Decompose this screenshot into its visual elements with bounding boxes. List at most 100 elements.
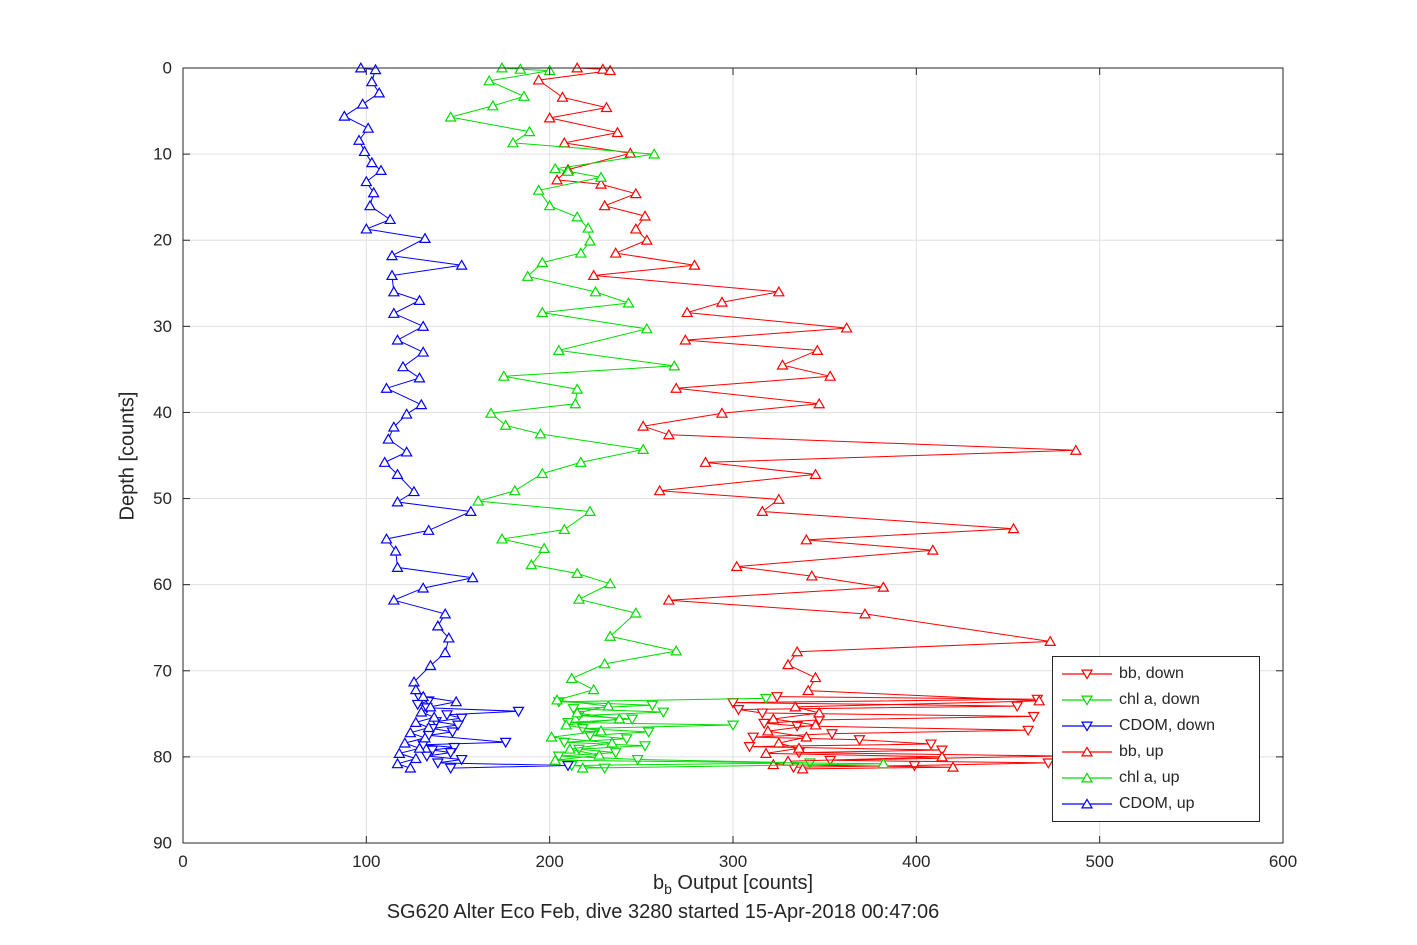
- triangle-down-marker: [756, 708, 769, 719]
- triangle-up-marker: [858, 607, 872, 619]
- triangle-up-marker: [604, 577, 617, 589]
- triangle-up-marker: [413, 371, 426, 383]
- triangle-up-marker: [715, 296, 729, 307]
- triangle-up-marker: [356, 98, 369, 109]
- triangle-up-marker: [813, 397, 826, 409]
- triangle-down-marker: [583, 730, 597, 742]
- triangle-down-marker: [576, 723, 589, 735]
- triangle-up-marker: [358, 145, 371, 157]
- x-tick-label: 600: [1269, 852, 1297, 871]
- triangle-up-marker: [772, 285, 785, 297]
- triangle-up-marker: [809, 671, 822, 683]
- triangle-down-marker: [638, 741, 652, 752]
- triangle-up-marker: [483, 74, 496, 86]
- x-tick-label: 100: [352, 852, 380, 871]
- triangle-up-marker: [367, 186, 380, 198]
- triangle-up-marker: [679, 334, 692, 345]
- triangle-up-marker: [605, 737, 619, 748]
- triangle-down-marker: [908, 761, 921, 772]
- triangle-up-marker: [877, 581, 890, 592]
- triangle-up-marker: [484, 407, 498, 418]
- triangle-up-marker: [536, 467, 549, 479]
- triangle-up-marker: [545, 731, 558, 742]
- triangle-up-marker: [604, 630, 617, 641]
- triangle-down-marker: [657, 707, 670, 719]
- figure-subtitle: SG620 Alter Eco Feb, dive 3280 started 1…: [386, 901, 940, 923]
- triangle-down-marker: [561, 761, 575, 772]
- y-tick-label: 30: [153, 317, 172, 336]
- triangle-up-marker: [772, 737, 785, 748]
- triangle-up-icon: [1080, 798, 1094, 809]
- triangle-up-marker: [360, 223, 373, 234]
- triangle-down-marker: [426, 745, 439, 757]
- triangle-up-marker: [409, 716, 422, 727]
- series-cdom-up: [338, 61, 479, 773]
- series-cdom-down: [411, 692, 575, 775]
- triangle-down-marker: [1011, 701, 1024, 713]
- triangle-up-marker: [571, 567, 584, 578]
- legend-item-chl-a-up: chl a, up: [1053, 766, 1259, 791]
- triangle-up-marker: [415, 398, 428, 410]
- triangle-up-marker: [668, 359, 681, 371]
- triangle-up-marker: [400, 408, 413, 419]
- legend-item-cdom-down: CDOM, down: [1053, 714, 1259, 739]
- triangle-up-marker: [558, 523, 571, 535]
- triangle-up-marker: [373, 86, 386, 98]
- triangle-up-marker: [508, 484, 521, 496]
- legend-label: CDOM, down: [1119, 717, 1216, 734]
- legend-marker-sample: [1062, 746, 1112, 757]
- triangle-up-marker: [582, 222, 595, 233]
- triangle-up-marker: [640, 234, 653, 245]
- triangle-up-marker: [391, 561, 404, 572]
- triangle-up-marker: [417, 320, 430, 331]
- triangle-up-marker: [532, 74, 545, 85]
- triangle-up-marker: [811, 344, 824, 355]
- legend-marker-sample: [1062, 695, 1112, 706]
- triangle-up-marker: [365, 75, 378, 87]
- triangle-up-marker: [602, 700, 615, 711]
- triangle-up-marker: [598, 657, 611, 669]
- y-tick-label: 10: [153, 145, 172, 164]
- triangle-up-marker: [409, 683, 422, 695]
- triangle-up-marker: [809, 719, 822, 730]
- triangle-up-marker: [398, 737, 411, 748]
- triangle-up-marker: [389, 545, 402, 556]
- triangle-down-marker: [440, 710, 454, 721]
- series-line: [416, 697, 569, 769]
- triangle-up-marker: [382, 433, 395, 444]
- triangle-up-marker: [506, 136, 520, 148]
- x-tick-label: 300: [719, 852, 747, 871]
- triangle-up-marker: [670, 382, 683, 393]
- triangle-up-marker: [407, 485, 421, 497]
- triangle-down-marker: [512, 706, 525, 718]
- triangle-up-marker: [589, 285, 602, 297]
- series-line: [450, 67, 884, 769]
- triangle-up-marker: [572, 593, 586, 604]
- triangle-up-marker: [396, 360, 410, 372]
- triangle-up-marker: [637, 420, 650, 431]
- series-chl-a-up: [444, 61, 890, 773]
- triangle-down-marker: [758, 718, 771, 730]
- triangle-up-icon: [1080, 772, 1094, 783]
- triangle-up-marker: [662, 594, 675, 605]
- triangle-up-marker: [428, 711, 441, 722]
- triangle-up-marker: [495, 533, 509, 544]
- triangle-up-icon: [1080, 746, 1094, 757]
- triangle-up-marker: [391, 468, 404, 479]
- triangle-up-marker: [756, 505, 769, 516]
- series-bb-up: [532, 61, 1082, 774]
- triangle-up-marker: [767, 712, 780, 724]
- y-axis-label: Depth [counts]: [116, 391, 139, 521]
- x-axis-label-rest: Output [counts]: [671, 872, 814, 894]
- legend-label: bb, down: [1119, 665, 1184, 682]
- triangle-up-marker: [486, 99, 499, 111]
- triangle-up-marker: [681, 306, 694, 318]
- triangle-up-marker: [877, 757, 890, 769]
- triangle-up-marker: [587, 269, 600, 281]
- triangle-up-marker: [791, 645, 804, 657]
- triangle-up-marker: [418, 232, 432, 243]
- triangle-down-marker: [626, 714, 639, 726]
- triangle-up-marker: [1069, 444, 1082, 455]
- triangle-up-marker: [552, 344, 565, 355]
